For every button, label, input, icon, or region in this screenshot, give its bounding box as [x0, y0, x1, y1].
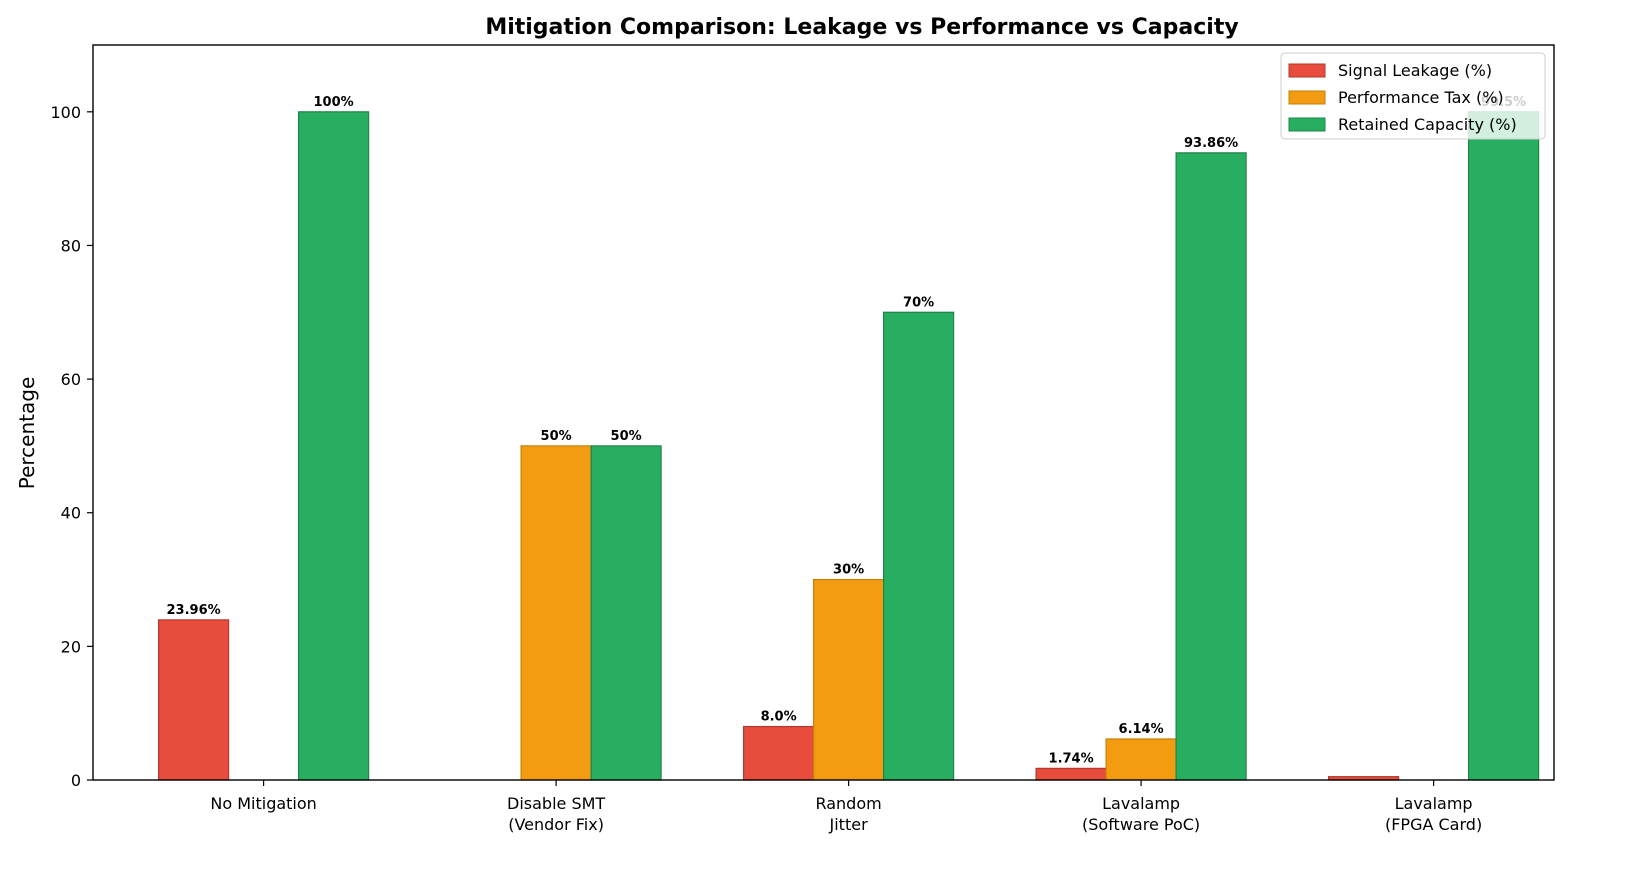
bar	[1035, 767, 1107, 781]
data-label: 6.14%	[1119, 722, 1164, 737]
bar	[742, 725, 815, 781]
data-label: 8.0%	[761, 710, 797, 725]
legend-swatch	[1288, 63, 1326, 78]
legend-swatch	[1288, 117, 1326, 132]
legend-swatch	[1288, 90, 1326, 105]
x-tick-label: Jitter	[829, 815, 869, 834]
data-labels-layer: 23.96% 100% 50% 50% 8.0% 30% 70% 1.74% 6.14% 93.8…	[167, 95, 1527, 767]
data-label: 50%	[611, 429, 642, 444]
y-tick-label: 0	[71, 771, 81, 790]
data-label: 93.86%	[1184, 136, 1238, 151]
bar	[812, 578, 885, 781]
legend-label: Performance Tax (%)	[1338, 88, 1504, 107]
bar	[298, 111, 370, 781]
axes-layer: No Mitigation Disable SMT (Vendor Fix) Rand…	[50, 44, 1555, 834]
y-tick-label: 20	[61, 637, 81, 656]
y-tick-label: 40	[61, 504, 81, 523]
y-tick-label: 60	[61, 370, 81, 389]
bars-layer	[158, 111, 1540, 781]
data-label: 100%	[314, 95, 354, 110]
data-label: 70%	[903, 295, 934, 310]
y-axis-label: Percentage	[15, 377, 39, 490]
legend-label: Signal Leakage (%)	[1338, 61, 1492, 80]
legend-box	[1280, 52, 1546, 140]
x-tick-label: Lavalamp	[1395, 794, 1473, 813]
legend: Signal Leakage (%) Performance Tax (%) Ret…	[1280, 52, 1546, 140]
x-tick-label: (Vendor Fix)	[508, 815, 604, 834]
plot-frame	[92, 44, 1555, 781]
bar	[1175, 152, 1247, 781]
x-tick-label: (FPGA Card)	[1385, 815, 1482, 834]
bar	[1467, 111, 1540, 781]
bar	[1105, 738, 1177, 781]
bar	[882, 311, 955, 781]
x-tick-label: Lavalamp	[1102, 794, 1180, 813]
x-tick-label: (Software PoC)	[1082, 815, 1200, 834]
data-label: 50%	[541, 429, 572, 444]
data-label: 23.96%	[167, 603, 221, 618]
bar	[520, 445, 592, 781]
y-tick-label: 100	[50, 103, 81, 122]
x-tick-label: No Mitigation	[210, 794, 316, 813]
x-tick-label: Disable SMT	[507, 794, 605, 813]
bar	[590, 445, 662, 781]
y-tick-label: 80	[61, 236, 81, 255]
data-label: 1.74%	[1049, 751, 1094, 766]
x-tick-label: Random	[815, 794, 881, 813]
chart-title: Mitigation Comparison: Leakage vs Perfor…	[485, 15, 1238, 40]
data-label: 30%	[833, 563, 864, 578]
bar	[158, 619, 230, 781]
legend-label: Retained Capacity (%)	[1338, 115, 1517, 134]
